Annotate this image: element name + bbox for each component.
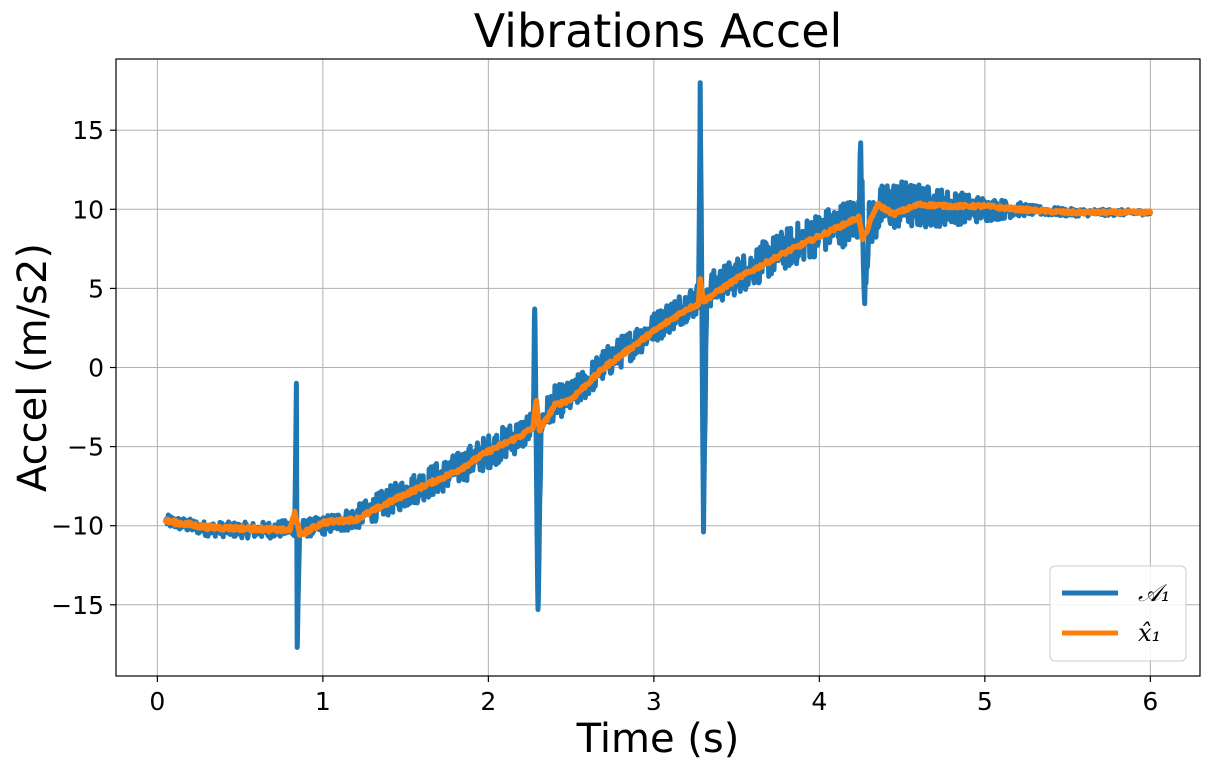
y-tick-label: 0 — [88, 354, 104, 383]
x-tick-label: 5 — [977, 687, 993, 716]
x-axis-ticks: 0 1 2 3 4 5 6 — [149, 676, 1158, 716]
y-axis-label: Accel (m/s2) — [10, 243, 56, 492]
y-axis-ticks: −15 −10 −5 0 5 10 15 — [51, 116, 116, 620]
x-tick-label: 6 — [1142, 687, 1158, 716]
series-line-1 — [163, 80, 1153, 650]
x-tick-label: 1 — [315, 687, 331, 716]
chart-title: Vibrations Accel — [474, 4, 843, 58]
x-tick-label: 4 — [811, 687, 827, 716]
x-tick-label: 2 — [480, 687, 496, 716]
legend: 𝒜₁ x̂₁ — [1049, 565, 1187, 662]
y-tick-label: 10 — [72, 195, 104, 224]
series-layer — [162, 80, 1154, 650]
y-tick-label: −5 — [67, 433, 104, 462]
y-tick-label: 15 — [72, 116, 104, 145]
legend-label-series-1: 𝒜₁ — [1138, 579, 1170, 607]
series-line-2 — [162, 200, 1154, 538]
y-tick-label: 5 — [88, 274, 104, 303]
x-tick-label: 3 — [646, 687, 662, 716]
legend-box — [1049, 565, 1187, 662]
y-tick-label: −15 — [51, 591, 104, 620]
x-axis-label: Time (s) — [576, 716, 740, 762]
grid — [116, 59, 1200, 676]
x-tick-label: 0 — [149, 687, 165, 716]
legend-label-series-2: x̂₁ — [1138, 619, 1161, 647]
y-tick-label: −10 — [51, 512, 104, 541]
plot-area — [162, 80, 1154, 650]
